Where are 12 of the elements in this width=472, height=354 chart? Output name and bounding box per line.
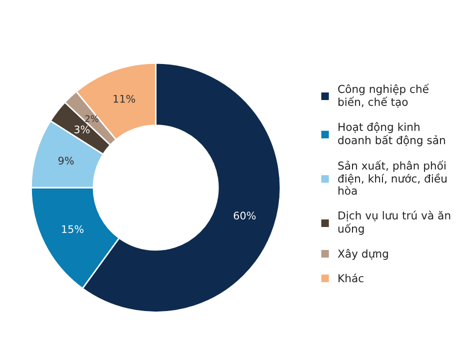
- data-label: 60%: [234, 212, 256, 220]
- legend-label: Khác: [338, 273, 364, 282]
- legend-label: Sản xuất, phân phối điện, khí, nước, điều hòa: [338, 160, 446, 195]
- data-label: 11%: [114, 94, 136, 103]
- legend-label: Xây dựng: [338, 248, 388, 260]
- data-label: 9%: [58, 156, 74, 165]
- legend-label: Hoạt động kinh doanh bất động sản: [338, 122, 445, 146]
- legend-label: Công nghiệp chế biến, chế tạo: [338, 84, 429, 108]
- legend-label: Dịch vụ lưu trú và ăn uống: [338, 210, 450, 235]
- data-label: 2%: [85, 115, 98, 122]
- data-label: 15%: [62, 225, 84, 234]
- data-label: 3%: [74, 125, 90, 134]
